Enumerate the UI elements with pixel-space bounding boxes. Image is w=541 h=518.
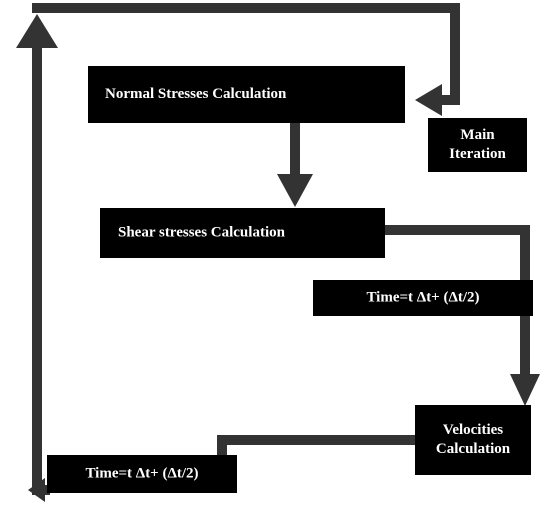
node-label: Main <box>460 127 495 143</box>
node-box <box>88 66 405 123</box>
node-label: Time=t Δt+ (Δt/2) <box>366 289 479 305</box>
arrowhead <box>510 374 540 406</box>
node-box <box>415 405 531 475</box>
node-label: Iteration <box>449 146 506 162</box>
node-box <box>313 280 533 316</box>
node-label: Velocities <box>443 422 503 438</box>
arrowhead <box>277 174 313 207</box>
arrowhead <box>16 14 58 48</box>
arrowhead <box>415 84 442 116</box>
node-label: Normal Stresses Calculation <box>105 86 287 102</box>
node-box <box>47 455 237 493</box>
loop-connector <box>32 3 460 105</box>
connector <box>217 435 415 456</box>
node-box <box>100 208 385 258</box>
node-label: Calculation <box>436 441 511 457</box>
connector <box>385 225 530 378</box>
node-label: Time=t Δt+ (Δt/2) <box>85 465 198 481</box>
node-label: Shear stresses Calculation <box>118 224 286 240</box>
node-box <box>428 118 527 172</box>
arrowhead <box>28 478 45 502</box>
